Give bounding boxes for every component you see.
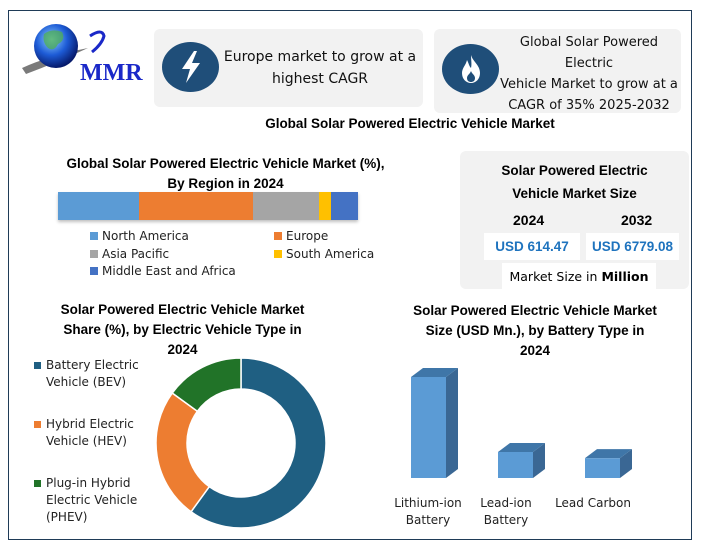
donut-title-line: Share (%), by Electric Vehicle Type in <box>63 322 302 337</box>
legend-label: Asia Pacific <box>102 247 170 261</box>
legend-swatch <box>34 421 41 428</box>
legend-label: Vehicle (BEV) <box>46 375 127 389</box>
x-label-line: Battery <box>405 513 451 527</box>
legend-swatch <box>90 267 98 275</box>
value-2024: USD 614.47 <box>484 233 580 260</box>
bar-top-face <box>411 368 458 377</box>
value-2032: USD 6779.08 <box>586 233 679 260</box>
donut-title-line: 2024 <box>167 342 198 357</box>
donut-title-line: Solar Powered Electric Vehicle Market <box>60 302 305 317</box>
legend-swatch <box>274 250 282 258</box>
stack-segment-south-america <box>319 192 331 220</box>
battery-title-line: 2024 <box>519 343 551 358</box>
legend-label: Vehicle (HEV) <box>46 434 127 448</box>
globe-icon <box>22 24 106 74</box>
legend-item-europe: Europe <box>274 228 328 245</box>
legend-item-middle-east-africa: Middle East and Africa <box>90 263 236 280</box>
flame-icon <box>442 44 499 94</box>
card-text-line: CAGR of 35% 2025-2032 <box>508 98 670 113</box>
legend-item-north-america: North America <box>90 228 189 245</box>
region-stacked-bar <box>58 192 358 220</box>
legend-swatch <box>90 232 98 240</box>
stack-segment-middle-east-and-africa <box>331 192 358 220</box>
bar-side-face <box>620 449 632 478</box>
x-label-lead-ion: Lead-ion Battery <box>461 495 551 529</box>
legend-swatch <box>90 250 98 258</box>
bar-side-face <box>533 442 545 478</box>
lightning-bolt-icon <box>162 42 219 92</box>
legend-label: Europe <box>286 229 329 243</box>
x-label-line: Battery <box>483 513 529 527</box>
legend-item-south-america: South America <box>274 246 374 263</box>
mmr-logo: MMR <box>18 18 148 88</box>
stack-segment-north-america <box>58 192 139 220</box>
x-label-lead-carbon: Lead Carbon <box>548 495 638 512</box>
donut-slice-phev <box>171 357 242 413</box>
legend-swatch <box>34 362 41 369</box>
year-2032: 2032 <box>621 212 653 228</box>
x-label-line: Lead-ion <box>480 496 532 510</box>
global-cagr-card: Global Solar Powered Electric Vehicle Ma… <box>434 29 681 113</box>
region-chart-title: Global Solar Powered Electric Vehicle Ma… <box>48 154 403 194</box>
bar-side-face <box>446 368 458 478</box>
bar-front-face <box>585 458 620 478</box>
logo-text: MMR <box>80 60 143 86</box>
legend-label: Hybrid Electric <box>46 417 134 431</box>
market-size-title-line: Solar Powered Electric <box>501 163 648 178</box>
legend-swatch <box>274 232 282 240</box>
legend-label: Electric Vehicle <box>46 493 138 507</box>
unit-bold: Million <box>601 268 649 284</box>
card-text-line: Europe market to grow at a <box>223 49 417 65</box>
card-text-line: Vehicle Market to grow at a <box>500 77 678 92</box>
region-title-line: Global Solar Powered Electric Vehicle Ma… <box>66 156 385 171</box>
market-size-title: Solar Powered Electric Vehicle Market Si… <box>460 159 689 205</box>
legend-label: (PHEV) <box>46 510 88 524</box>
x-label-lithium-ion: Lithium-ion Battery <box>383 495 473 529</box>
year-2024: 2024 <box>513 212 545 228</box>
legend-label: Battery Electric <box>46 358 139 372</box>
bar-front-face <box>498 451 533 478</box>
battery-chart-title: Solar Powered Electric Vehicle Market Si… <box>400 301 670 361</box>
stack-segment-europe <box>139 192 253 220</box>
bar-top-face <box>498 442 545 452</box>
card-text-line: Global Solar Powered Electric <box>519 35 659 71</box>
legend-swatch <box>34 480 41 487</box>
bar-top-face <box>585 449 632 459</box>
donut-chart-title: Solar Powered Electric Vehicle Market Sh… <box>40 300 325 360</box>
market-size-unit: Market Size in Million <box>502 263 656 289</box>
unit-prefix: Market Size in <box>509 268 602 284</box>
bar-lead-ion <box>498 442 545 478</box>
battery-title-line: Size (USD Mn.), by Battery Type in <box>425 323 645 338</box>
europe-cagr-card: Europe market to grow at a highest CAGR <box>154 29 423 107</box>
legend-item-phev: Plug-in Hybrid Electric Vehicle (PHEV) <box>34 475 149 526</box>
battery-title-line: Solar Powered Electric Vehicle Market <box>413 303 657 318</box>
card-text-line: highest CAGR <box>271 71 369 87</box>
x-label-line: Lead Carbon <box>555 496 631 510</box>
donut-slice-bev <box>189 357 327 529</box>
legend-item-bev: Battery Electric Vehicle (BEV) <box>34 357 149 391</box>
legend-item-hev: Hybrid Electric Vehicle (HEV) <box>34 416 149 450</box>
legend-label: South America <box>286 247 375 261</box>
legend-label: North America <box>102 229 189 243</box>
legend-label: Middle East and Africa <box>102 264 236 278</box>
x-label-line: Lithium-ion <box>394 496 462 510</box>
legend-label: Plug-in Hybrid <box>46 476 131 490</box>
bar-lithium-ion <box>411 368 458 478</box>
region-title-line: By Region in 2024 <box>167 176 284 191</box>
europe-cagr-text: Europe market to grow at a highest CAGR <box>222 46 418 90</box>
global-cagr-text: Global Solar Powered Electric Vehicle Ma… <box>498 32 680 116</box>
stack-segment-asia-pacific <box>253 192 319 220</box>
bar-lead-carbon <box>585 449 632 478</box>
bar-front-face <box>411 377 446 478</box>
market-size-title-line: Vehicle Market Size <box>512 186 637 201</box>
legend-item-asia-pacific: Asia Pacific <box>90 246 169 263</box>
main-title: Global Solar Powered Electric Vehicle Ma… <box>265 116 555 131</box>
